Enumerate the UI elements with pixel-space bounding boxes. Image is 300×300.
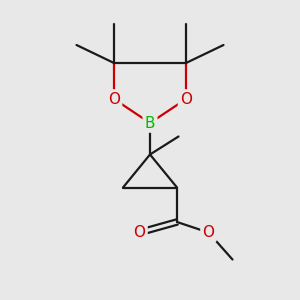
Text: O: O (180, 92, 192, 106)
Text: B: B (145, 116, 155, 130)
Text: O: O (108, 92, 120, 106)
Text: O: O (134, 225, 146, 240)
Text: O: O (202, 225, 214, 240)
